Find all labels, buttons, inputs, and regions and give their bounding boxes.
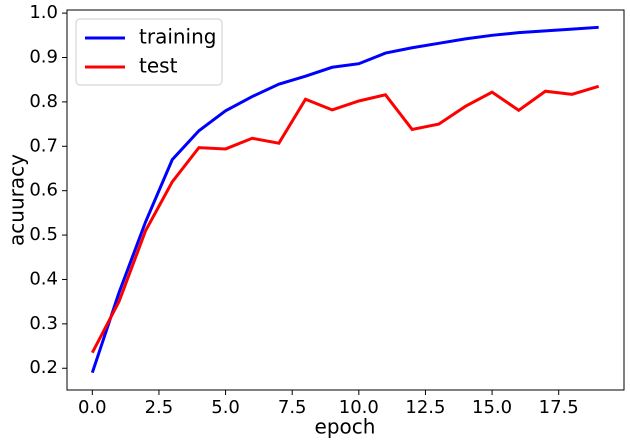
x-tick-label: 5.0 xyxy=(211,397,240,418)
y-tick-label: 0.9 xyxy=(29,47,58,68)
legend-label: test xyxy=(139,54,178,78)
x-tick-label: 12.5 xyxy=(405,397,445,418)
legend-label: training xyxy=(139,25,216,49)
line-series xyxy=(90,84,600,354)
y-tick-label: 0.4 xyxy=(29,268,58,289)
plot-frame xyxy=(66,9,625,391)
y-tick-label: 0.3 xyxy=(29,313,58,334)
y-axis-label: acuuracy xyxy=(5,154,29,246)
y-tick-label: 0.7 xyxy=(29,135,58,156)
x-tick-label: 10.0 xyxy=(339,397,379,418)
y-tick-label: 0.6 xyxy=(29,180,58,201)
line-series xyxy=(90,25,599,374)
y-tick-label: 0.5 xyxy=(29,224,58,245)
y-tick-label: 0.2 xyxy=(29,357,58,378)
y-tick-label: 0.8 xyxy=(29,91,58,112)
x-tick-label: 7.5 xyxy=(278,397,307,418)
x-axis-label: epoch xyxy=(315,415,376,439)
x-tick-label: 0.0 xyxy=(78,397,107,418)
y-tick-label: 1.0 xyxy=(29,2,58,23)
x-tick-label: 15.0 xyxy=(472,397,512,418)
x-tick-label: 17.5 xyxy=(539,397,579,418)
legend: training test xyxy=(75,18,223,86)
x-tick-label: 2.5 xyxy=(145,397,174,418)
